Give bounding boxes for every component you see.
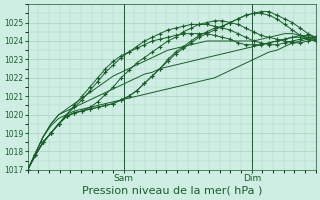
X-axis label: Pression niveau de la mer( hPa ): Pression niveau de la mer( hPa ): [82, 186, 262, 196]
